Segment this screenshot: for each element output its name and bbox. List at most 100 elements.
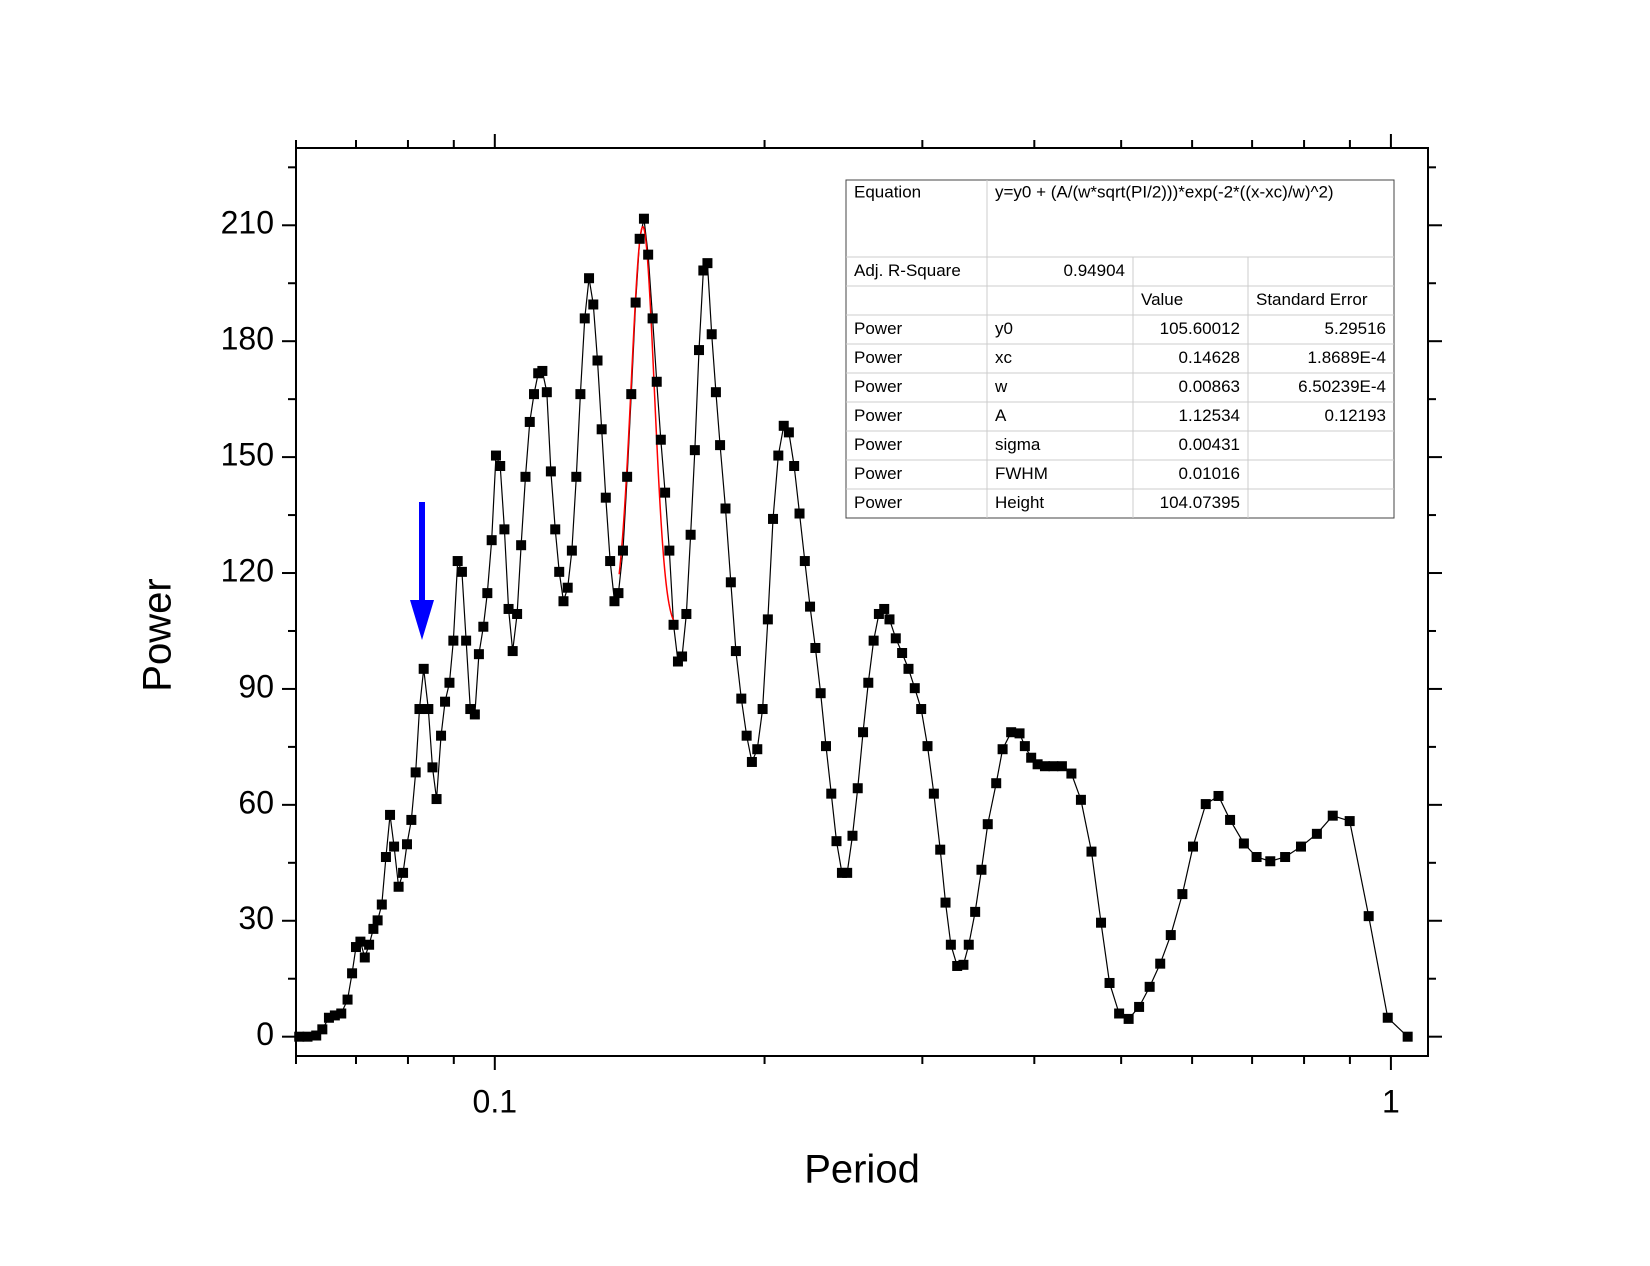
table-cell: y=y0 + (A/(w*sqrt(PI/2)))*exp(-2*((x-xc)… — [995, 182, 1334, 201]
data-point — [613, 588, 624, 599]
data-point — [685, 529, 696, 540]
annotation-arrow — [410, 502, 434, 640]
data-point — [418, 663, 429, 674]
data-point — [668, 619, 679, 630]
data-point — [566, 545, 577, 556]
data-point — [647, 313, 658, 324]
data-point — [715, 440, 726, 451]
data-point — [1123, 1013, 1134, 1024]
table-cell: 0.00863 — [1179, 377, 1240, 396]
fit-table: Equation y=y0 + (A/(w*sqrt(PI/2)))*exp(-2… — [845, 179, 1395, 519]
data-point — [617, 545, 628, 556]
data-point — [495, 460, 506, 471]
data-point — [820, 741, 831, 752]
data-point — [1188, 841, 1199, 852]
data-point — [571, 471, 582, 482]
data-point — [1402, 1031, 1413, 1042]
data-point — [452, 556, 463, 567]
data-point — [350, 942, 361, 953]
data-point — [1039, 761, 1050, 772]
data-point — [810, 642, 821, 653]
data-point — [1006, 727, 1017, 738]
data-point — [1311, 828, 1322, 839]
data-point — [940, 897, 951, 908]
table-cell: 104.07395 — [1160, 493, 1240, 512]
data-point — [592, 355, 603, 366]
data-point — [1144, 981, 1155, 992]
data-point — [884, 614, 895, 625]
data-point — [909, 683, 920, 694]
data-point — [1382, 1012, 1393, 1023]
data-point — [427, 762, 438, 773]
data-point — [815, 688, 826, 699]
data-point — [916, 704, 927, 715]
data-point — [997, 744, 1008, 755]
data-point — [401, 839, 412, 850]
data-point — [317, 1024, 328, 1035]
data-point — [710, 387, 721, 398]
data-point — [752, 744, 763, 755]
data-point — [311, 1030, 322, 1041]
data-point — [323, 1012, 334, 1023]
data-point — [342, 994, 353, 1005]
table-cell: sigma — [995, 435, 1041, 454]
data-point — [507, 646, 518, 657]
data-point — [655, 434, 666, 445]
data-point — [1104, 977, 1115, 988]
data-point — [1177, 889, 1188, 900]
data-point — [385, 809, 396, 820]
data-point — [1265, 856, 1276, 867]
data-point — [868, 635, 879, 646]
data-point — [976, 864, 987, 875]
data-point — [431, 794, 442, 805]
table-cell: FWHM — [995, 464, 1048, 483]
table-cell: Adj. R-Square — [854, 261, 961, 280]
data-point — [928, 788, 939, 799]
data-point — [664, 545, 675, 556]
data-point — [757, 704, 768, 715]
table-cell: Power — [854, 435, 903, 454]
data-point — [831, 836, 842, 847]
data-point — [970, 906, 981, 917]
data-point — [537, 365, 548, 376]
data-point — [1014, 728, 1025, 739]
table-frame — [845, 179, 1395, 519]
data-point — [398, 867, 409, 878]
data-point — [963, 939, 974, 950]
table-cell: 0.94904 — [1064, 261, 1125, 280]
data-point — [1048, 761, 1059, 772]
data-point — [826, 788, 837, 799]
table-cell: Power — [854, 464, 903, 483]
data-point — [554, 566, 565, 577]
data-point — [702, 258, 713, 269]
table-cell: 0.01016 — [1179, 464, 1240, 483]
data-point — [694, 345, 705, 356]
data-point — [465, 704, 476, 715]
data-point — [1056, 761, 1067, 772]
data-point — [879, 603, 890, 614]
data-point — [524, 416, 535, 427]
data-point — [794, 508, 805, 519]
table-cell: 0.14628 — [1179, 348, 1240, 367]
data-point — [778, 420, 789, 431]
data-point — [558, 596, 569, 607]
data-point — [584, 273, 595, 284]
data-point — [503, 603, 514, 614]
table-cell: Power — [854, 406, 903, 425]
data-point — [982, 819, 993, 830]
data-point — [440, 696, 451, 707]
table-cell: Value — [1141, 290, 1183, 309]
data-point — [456, 566, 467, 577]
data-point — [897, 648, 908, 659]
data-point — [1327, 810, 1338, 821]
data-point — [609, 596, 620, 607]
y-tick-label: 30 — [238, 900, 274, 936]
data-point — [873, 608, 884, 619]
data-point — [1086, 846, 1097, 857]
arrow-head — [410, 600, 434, 640]
data-point — [634, 233, 645, 244]
data-point — [579, 313, 590, 324]
data-point — [516, 540, 527, 551]
data-point — [575, 389, 586, 400]
